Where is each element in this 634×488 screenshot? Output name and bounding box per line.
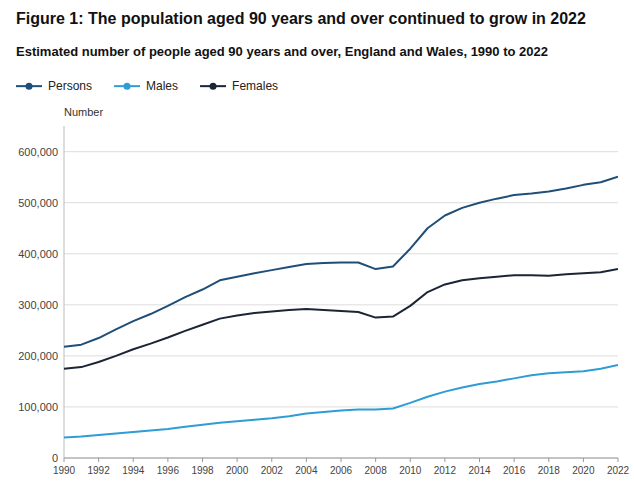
- x-tick-label: 2010: [399, 465, 422, 476]
- subtitle-line: Estimated number of people aged 90 years…: [16, 44, 548, 59]
- y-tick-label: 500,000: [18, 197, 58, 209]
- x-tick-label: 2004: [295, 465, 318, 476]
- legend-marker: [124, 83, 131, 90]
- x-tick-label: 1994: [122, 465, 145, 476]
- y-tick-label: 400,000: [18, 248, 58, 260]
- x-tick-label: 2020: [572, 465, 595, 476]
- series-line: [64, 177, 618, 347]
- y-tick-label: 600,000: [18, 146, 58, 158]
- x-tick-label: 2008: [365, 465, 388, 476]
- x-tick: [167, 458, 168, 462]
- y-tick-label: 300,000: [18, 299, 58, 311]
- x-tick-label: 2006: [330, 465, 353, 476]
- x-tick-label: 1992: [88, 465, 111, 476]
- series-line: [64, 269, 618, 369]
- x-tick: [98, 458, 99, 462]
- x-tick: [410, 458, 411, 462]
- x-tick: [514, 458, 515, 462]
- series-line: [64, 365, 618, 438]
- x-axis: 1990 1992 1994 1996 1998 2000 2002 2004 2006 2008…: [53, 458, 630, 476]
- x-tick-label: 2012: [434, 465, 457, 476]
- x-tick: [548, 458, 549, 462]
- x-tick: [444, 458, 445, 462]
- legend: Persons Males Females: [16, 79, 278, 93]
- x-tick: [133, 458, 134, 462]
- legend-label: Females: [232, 79, 278, 93]
- x-tick: [271, 458, 272, 462]
- x-tick-label: 2018: [538, 465, 561, 476]
- x-tick: [375, 458, 376, 462]
- title: Figure 1: The population aged 90 years a…: [16, 10, 586, 27]
- x-tick-label: 2022: [607, 465, 630, 476]
- legend-marker: [210, 83, 217, 90]
- legend-label: Persons: [48, 79, 92, 93]
- x-tick: [583, 458, 584, 462]
- grid-line: [64, 406, 618, 407]
- x-tick-label: 2002: [261, 465, 284, 476]
- x-tick: [64, 458, 65, 462]
- lines: [64, 177, 618, 438]
- x-tick-label: 2000: [226, 465, 249, 476]
- x-tick: [306, 458, 307, 462]
- y-tick-label: 0: [52, 452, 58, 464]
- legend-marker: [26, 83, 33, 90]
- title-line: Figure 1: The population aged 90 years a…: [16, 10, 586, 27]
- y-axis-label: Number: [64, 106, 103, 118]
- legend-label: Males: [146, 79, 178, 93]
- grid-line: [64, 253, 618, 254]
- y-axis: 0 100,000 200,000 300,000 400,000 500,000 600,…: [18, 126, 618, 464]
- x-tick: [341, 458, 342, 462]
- y-axis-line: [64, 126, 65, 458]
- x-tick: [618, 458, 619, 462]
- x-tick-label: 1996: [157, 465, 180, 476]
- x-tick: [479, 458, 480, 462]
- x-tick-label: 2016: [503, 465, 526, 476]
- chart: Figure 1: The population aged 90 years a…: [0, 0, 634, 488]
- x-tick-label: 1990: [53, 465, 76, 476]
- y-tick-label: 100,000: [18, 401, 58, 413]
- x-tick-label: 1998: [191, 465, 214, 476]
- grid-line: [64, 151, 618, 152]
- grid-line: [64, 202, 618, 203]
- grid-line: [64, 304, 618, 305]
- x-tick-label: 2014: [468, 465, 491, 476]
- x-tick: [237, 458, 238, 462]
- grid-line: [64, 355, 618, 356]
- x-tick: [202, 458, 203, 462]
- subtitle: Estimated number of people aged 90 years…: [16, 44, 548, 59]
- y-tick-label: 200,000: [18, 350, 58, 362]
